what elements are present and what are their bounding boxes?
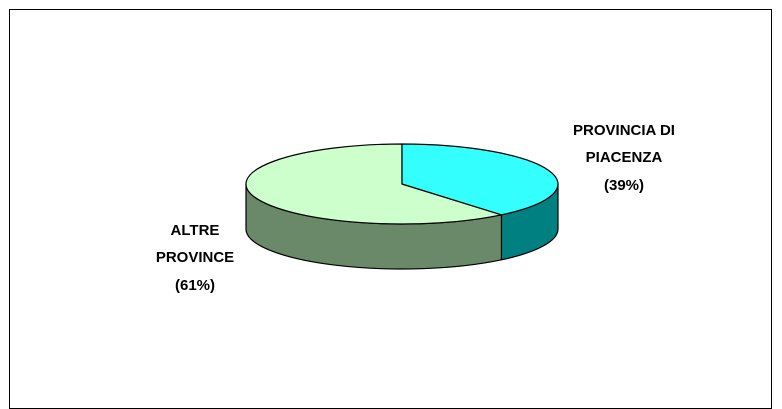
label-piacenza-line-2: PIACENZA [586, 149, 663, 166]
label-altre-line-1: ALTRE [171, 222, 220, 239]
pie-chart: PROVINCIA DI PIACENZA (39%) ALTRE PROVIN… [156, 122, 675, 294]
slice-top-altre [245, 143, 503, 225]
label-piacenza: PROVINCIA DI PIACENZA (39%) [573, 122, 675, 194]
label-piacenza-line-1: PROVINCIA DI [573, 122, 675, 139]
label-piacenza-line-3: (39%) [604, 177, 644, 194]
slice-top-piacenza [401, 143, 559, 216]
label-altre-line-2: PROVINCE [156, 249, 234, 266]
label-altre-line-3: (61%) [175, 277, 215, 294]
label-altre: ALTRE PROVINCE (61%) [156, 222, 234, 294]
